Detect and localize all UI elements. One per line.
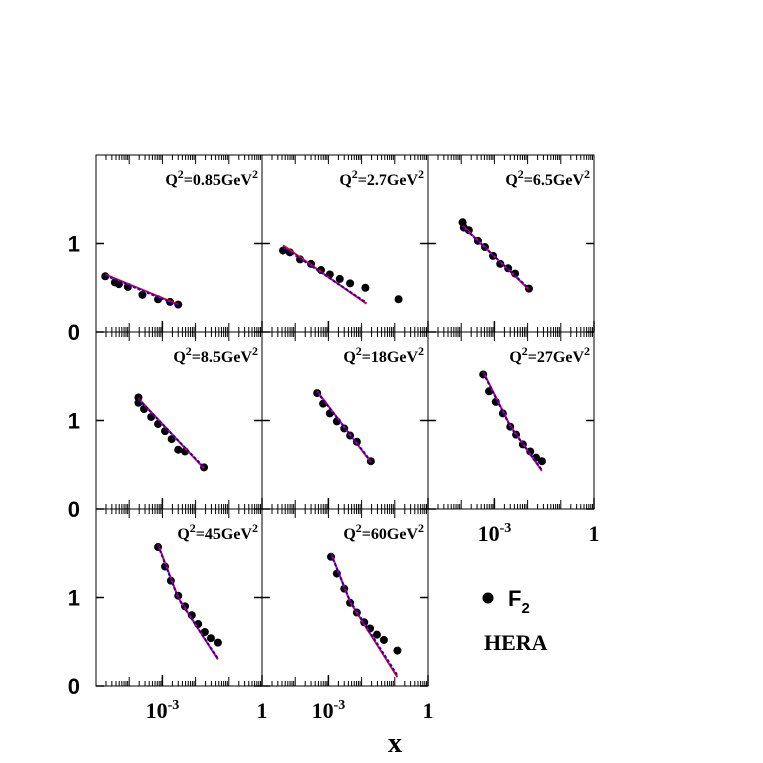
panel-label-text: =6.5GeV xyxy=(524,172,585,189)
panel-label-text: Q xyxy=(505,172,517,189)
panel-label-text: Q xyxy=(343,349,355,366)
x-tick-label-base: 10 xyxy=(312,698,334,723)
panel-label: Q2=6.5GeV2 xyxy=(505,167,590,189)
legend-note: HERA xyxy=(484,630,548,655)
panel-label-sup: 2 xyxy=(252,344,258,358)
panel-label-text: =60GeV xyxy=(362,526,419,543)
panel-label-sup: 2 xyxy=(418,167,424,181)
panel-label-text: Q xyxy=(339,172,351,189)
panel-label: Q2=8.5GeV2 xyxy=(173,344,258,366)
x-tick-label-exp: -3 xyxy=(168,698,180,713)
panel-label-text: =27GeV xyxy=(528,349,585,366)
data-point xyxy=(206,634,215,643)
panel-label-sup: 2 xyxy=(356,344,362,358)
x-tick-label-exp: -3 xyxy=(500,521,512,536)
fit-line xyxy=(330,553,399,676)
data-point xyxy=(361,283,370,292)
data-point xyxy=(537,457,546,466)
legend-label-sub: 2 xyxy=(521,600,529,617)
data-point xyxy=(138,290,147,299)
panel-label-sup: 2 xyxy=(252,521,258,535)
x-tick-label: 10-3 xyxy=(146,698,180,723)
fit-line xyxy=(461,225,530,290)
x-axis-title: x xyxy=(388,728,402,759)
fit-line xyxy=(157,544,219,660)
panel-label: Q2=60GeV2 xyxy=(343,521,424,543)
panel-label-text: Q xyxy=(173,349,185,366)
panel-label-text: =18GeV xyxy=(362,349,419,366)
fit-line xyxy=(482,372,543,471)
panel-label: Q2=27GeV2 xyxy=(509,344,590,366)
y-tick-label: 1 xyxy=(68,409,80,434)
panel-label-sup: 2 xyxy=(584,167,590,181)
x-tick-label-base: 10 xyxy=(146,698,168,723)
x-tick-label-exp: -3 xyxy=(334,698,346,713)
data-point xyxy=(379,635,388,644)
panel-label-text: Q xyxy=(177,526,189,543)
legend-label: F2 xyxy=(508,586,530,617)
panel-label-sup: 2 xyxy=(186,344,192,358)
panel-label-text: =2.7GeV xyxy=(358,172,419,189)
legend-marker xyxy=(482,592,494,604)
panel-label: Q2=0.85GeV2 xyxy=(165,167,258,189)
panel-label-sup: 2 xyxy=(178,167,184,181)
data-point xyxy=(213,638,222,647)
legend-label-main: F xyxy=(508,586,521,611)
panel-label: Q2=45GeV2 xyxy=(177,521,258,543)
panel-label: Q2=18GeV2 xyxy=(343,344,424,366)
panel-label: Q2=2.7GeV2 xyxy=(339,167,424,189)
data-point xyxy=(372,630,381,639)
panel-label-sup: 2 xyxy=(356,521,362,535)
data-point xyxy=(526,447,535,456)
y-tick-label: 0 xyxy=(68,674,80,699)
x-tick-label: 1 xyxy=(589,521,600,546)
x-tick-label: 10-3 xyxy=(478,521,512,546)
fit-line xyxy=(316,390,372,463)
data-point xyxy=(317,266,326,275)
data-point xyxy=(346,279,355,288)
panel-label-sup: 2 xyxy=(522,344,528,358)
data-point xyxy=(174,445,183,454)
y-tick-label: 1 xyxy=(68,586,80,611)
y-tick-label: 0 xyxy=(68,497,80,522)
fit-line xyxy=(316,391,372,462)
panel-label-text: Q xyxy=(509,349,521,366)
x-tick-label-base: 10 xyxy=(478,521,500,546)
x-tick-label: 10-3 xyxy=(312,698,346,723)
data-point xyxy=(394,295,403,304)
fit-line xyxy=(137,398,205,469)
fit-line xyxy=(330,552,399,678)
panel-label-text: =8.5GeV xyxy=(192,349,253,366)
panel-label-text: Q xyxy=(343,526,355,543)
x-tick-label: 1 xyxy=(423,698,434,723)
panel-label-sup: 2 xyxy=(190,521,196,535)
panel-label-sup: 2 xyxy=(518,167,524,181)
y-tick-label: 1 xyxy=(68,232,80,257)
fit-line xyxy=(282,244,368,305)
data-point xyxy=(496,259,505,268)
panel-label-text: =45GeV xyxy=(196,526,253,543)
x-tick-label: 1 xyxy=(257,698,268,723)
panel-label-sup: 2 xyxy=(352,167,358,181)
panel-label-sup: 2 xyxy=(418,344,424,358)
fit-line xyxy=(104,274,179,307)
fit-line xyxy=(282,246,368,304)
data-point xyxy=(393,646,402,655)
panel-label-text: Q xyxy=(165,172,177,189)
data-point xyxy=(335,274,344,283)
panel-label-text: =0.85GeV xyxy=(184,172,253,189)
panel-label-sup: 2 xyxy=(418,521,424,535)
fit-line xyxy=(157,544,219,660)
panel-label-sup: 2 xyxy=(584,344,590,358)
panel-label-sup: 2 xyxy=(252,167,258,181)
data-point xyxy=(464,226,473,235)
y-tick-label: 0 xyxy=(68,320,80,345)
